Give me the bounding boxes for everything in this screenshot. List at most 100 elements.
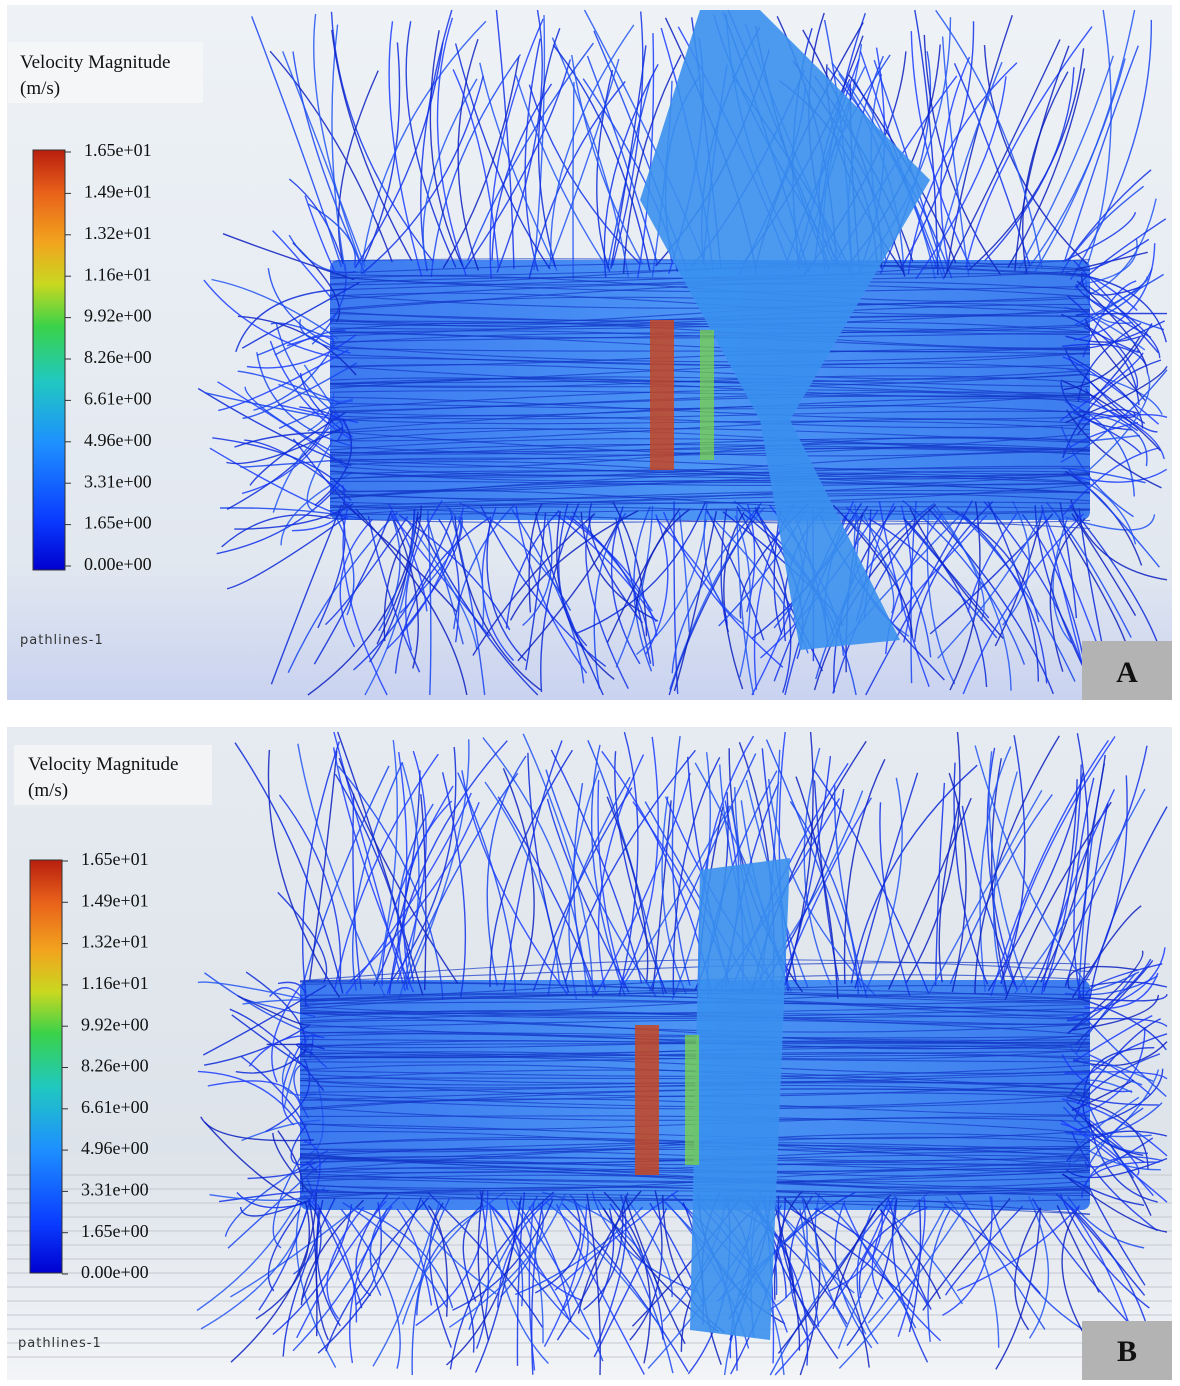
pathline [329,504,1091,525]
pathline [278,383,354,402]
pathline [332,747,415,993]
panel-a: Velocity Magnitude (m/s) 1.65e+01 1.49e+0… [7,5,1172,700]
pathline [411,1197,451,1376]
pathline [1077,993,1168,1002]
pathline [648,753,757,992]
pathline [769,1193,855,1294]
pathline [299,995,1091,1014]
pathline [990,740,1109,997]
pathline [1071,1209,1146,1296]
pathline [1062,211,1137,263]
pathline [429,30,464,267]
pathline [1077,268,1153,327]
pathline [1086,1107,1144,1170]
colorbar-label: 0.00e+00 [81,1262,149,1282]
pathline [598,1208,615,1303]
pathline [954,509,1076,682]
pathline [962,513,1084,695]
pathline [1071,513,1137,616]
pathline [974,745,1086,983]
pathline [287,511,399,673]
pathline [299,992,1091,1015]
pathline [1071,1131,1158,1232]
legend-title: Velocity Magnitude [20,52,170,73]
pathline [1088,1187,1146,1286]
vane [640,10,930,650]
pathline [235,288,348,353]
pathline [415,517,539,696]
pathline [197,1070,304,1132]
pathline [593,1208,668,1358]
pathline [352,793,362,990]
pathline [296,1200,387,1339]
pathline [239,1200,307,1217]
pathline [953,762,989,985]
pathline [316,1203,363,1309]
pathline [454,43,551,270]
pathline [241,412,337,495]
pathline [943,1203,1041,1295]
pathline [843,758,886,984]
pathline [556,1192,629,1341]
pathline [402,1201,497,1295]
pathline [606,796,649,982]
pathline [489,749,573,988]
pathline [378,515,401,632]
pathline [595,772,691,995]
pathline [336,518,355,616]
pathline [1066,1101,1145,1163]
pathline [486,518,527,662]
pathline [864,777,903,993]
pathline [515,505,588,674]
pathline [282,51,366,268]
pathline [1081,272,1141,296]
pathline [554,1190,679,1291]
pathline [1063,337,1141,391]
pathline [652,800,672,991]
pathline [342,502,388,696]
pathline [1034,505,1093,686]
pathline [524,38,541,272]
pathline [534,1198,582,1294]
pathline [488,1202,549,1364]
pathline [477,1190,490,1341]
colorbar-label: 4.96e+00 [81,1138,149,1158]
pathline [1055,1193,1149,1328]
pathline [468,1195,539,1331]
pathline [360,20,487,274]
pathline [671,502,762,674]
pathline [586,55,659,266]
pathline [854,772,919,989]
pathline [286,335,334,349]
pathline [1067,1196,1145,1249]
colorbar-label: 1.16e+01 [84,264,152,284]
pathline [615,518,652,664]
pathline [547,58,620,269]
pathline [614,751,667,994]
pathline [267,1209,301,1292]
pathline [983,45,1088,265]
pathline [1067,965,1138,989]
pathline [352,761,404,992]
pathline [522,519,553,627]
pathline [935,9,1043,269]
pathline [354,42,444,269]
pathline [304,195,335,271]
panel-label-box [1082,641,1172,700]
pathline [340,1208,401,1369]
pathline [368,509,416,663]
pathline [773,1201,801,1351]
pathline [637,33,655,278]
pathline [611,11,644,267]
pathline [1021,514,1087,674]
pathline [1075,312,1168,316]
pathline [241,1119,321,1142]
pathline [472,513,596,656]
pathline [1068,468,1160,568]
pathline [1064,1071,1168,1080]
colorbar-label: 1.32e+01 [84,223,152,243]
colorbar-label: 8.26e+00 [81,1056,149,1076]
panel-label: A [1116,656,1138,689]
pathline [288,178,344,265]
pathline [1064,400,1135,497]
